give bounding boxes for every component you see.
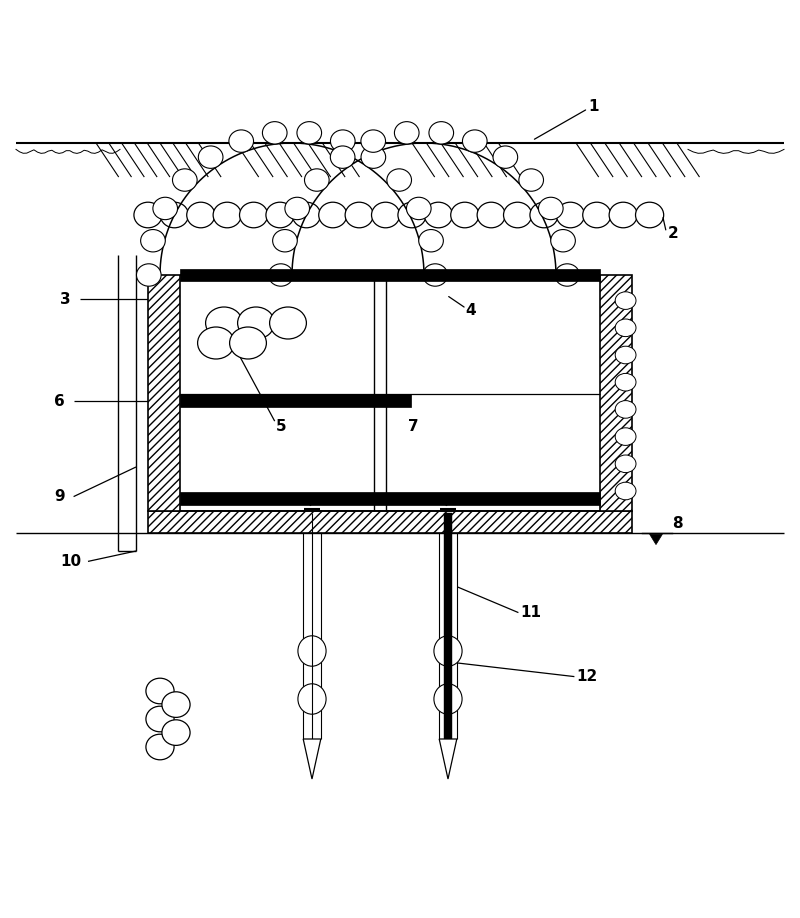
Ellipse shape bbox=[493, 146, 518, 168]
Ellipse shape bbox=[609, 202, 638, 228]
Ellipse shape bbox=[297, 122, 322, 144]
Ellipse shape bbox=[582, 202, 611, 228]
Ellipse shape bbox=[198, 146, 223, 168]
Ellipse shape bbox=[429, 122, 454, 144]
Ellipse shape bbox=[615, 374, 636, 391]
Ellipse shape bbox=[519, 169, 543, 191]
Ellipse shape bbox=[134, 202, 162, 228]
Ellipse shape bbox=[345, 202, 374, 228]
Ellipse shape bbox=[238, 307, 274, 339]
Bar bbox=[180, 492, 600, 505]
Text: 7: 7 bbox=[408, 420, 418, 434]
Ellipse shape bbox=[298, 636, 326, 666]
Ellipse shape bbox=[615, 400, 636, 419]
Ellipse shape bbox=[361, 146, 386, 168]
Text: 10: 10 bbox=[60, 554, 81, 569]
Ellipse shape bbox=[330, 146, 355, 168]
Text: 11: 11 bbox=[520, 605, 541, 620]
Ellipse shape bbox=[394, 122, 419, 144]
Ellipse shape bbox=[387, 169, 411, 191]
Ellipse shape bbox=[530, 202, 558, 228]
Ellipse shape bbox=[186, 202, 215, 228]
Ellipse shape bbox=[615, 292, 636, 309]
Ellipse shape bbox=[423, 263, 447, 286]
Ellipse shape bbox=[418, 230, 443, 252]
Ellipse shape bbox=[213, 202, 242, 228]
Ellipse shape bbox=[146, 678, 174, 704]
Ellipse shape bbox=[262, 122, 287, 144]
Polygon shape bbox=[650, 534, 662, 544]
Ellipse shape bbox=[406, 197, 431, 219]
Ellipse shape bbox=[615, 319, 636, 337]
Ellipse shape bbox=[398, 202, 426, 228]
Ellipse shape bbox=[141, 230, 166, 252]
Text: 12: 12 bbox=[576, 669, 598, 684]
Bar bbox=[148, 275, 180, 511]
Ellipse shape bbox=[298, 684, 326, 714]
Ellipse shape bbox=[305, 169, 329, 191]
Ellipse shape bbox=[266, 202, 294, 228]
Ellipse shape bbox=[434, 684, 462, 714]
Ellipse shape bbox=[269, 263, 293, 286]
Text: 1: 1 bbox=[588, 99, 598, 115]
Ellipse shape bbox=[555, 263, 579, 286]
Ellipse shape bbox=[229, 130, 254, 152]
Text: 4: 4 bbox=[466, 304, 476, 319]
Ellipse shape bbox=[550, 230, 575, 252]
Text: 3: 3 bbox=[60, 292, 70, 307]
Ellipse shape bbox=[503, 202, 532, 228]
Ellipse shape bbox=[361, 130, 386, 152]
Ellipse shape bbox=[615, 482, 636, 499]
Ellipse shape bbox=[477, 202, 506, 228]
Ellipse shape bbox=[615, 346, 636, 364]
Ellipse shape bbox=[318, 202, 347, 228]
Ellipse shape bbox=[137, 263, 161, 286]
Ellipse shape bbox=[270, 307, 306, 339]
Ellipse shape bbox=[615, 455, 636, 473]
Bar bbox=[600, 275, 632, 511]
Ellipse shape bbox=[239, 202, 268, 228]
Ellipse shape bbox=[330, 130, 355, 152]
Ellipse shape bbox=[162, 692, 190, 717]
Ellipse shape bbox=[538, 197, 563, 219]
Ellipse shape bbox=[153, 197, 178, 219]
Polygon shape bbox=[303, 739, 321, 779]
Ellipse shape bbox=[434, 636, 462, 666]
Ellipse shape bbox=[635, 202, 664, 228]
Text: 5: 5 bbox=[276, 420, 286, 434]
Ellipse shape bbox=[173, 169, 197, 191]
Bar bbox=[180, 269, 600, 282]
Polygon shape bbox=[439, 739, 457, 779]
Ellipse shape bbox=[450, 202, 479, 228]
Ellipse shape bbox=[146, 706, 174, 732]
Text: 9: 9 bbox=[54, 489, 65, 504]
Ellipse shape bbox=[292, 202, 321, 228]
Ellipse shape bbox=[230, 327, 266, 359]
Ellipse shape bbox=[162, 720, 190, 745]
Ellipse shape bbox=[462, 130, 487, 152]
Ellipse shape bbox=[198, 327, 234, 359]
Ellipse shape bbox=[285, 197, 310, 219]
Ellipse shape bbox=[424, 202, 453, 228]
Text: 8: 8 bbox=[672, 516, 682, 532]
Ellipse shape bbox=[206, 307, 242, 339]
Ellipse shape bbox=[371, 202, 400, 228]
Ellipse shape bbox=[615, 428, 636, 445]
Ellipse shape bbox=[146, 734, 174, 760]
Bar bbox=[148, 511, 632, 533]
Bar bbox=[445, 513, 452, 747]
Bar bbox=[180, 394, 411, 407]
Ellipse shape bbox=[160, 202, 189, 228]
Text: 6: 6 bbox=[54, 394, 65, 409]
Ellipse shape bbox=[273, 230, 298, 252]
Text: 2: 2 bbox=[668, 226, 678, 241]
Ellipse shape bbox=[556, 202, 585, 228]
